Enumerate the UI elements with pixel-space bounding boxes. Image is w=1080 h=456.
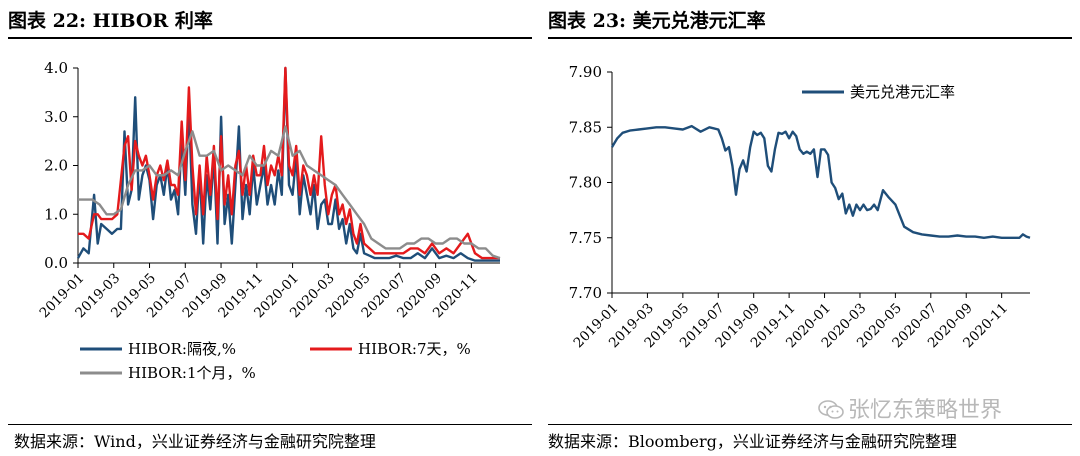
y-tick-label: 7.90 [569, 63, 602, 81]
left-title-rule [8, 37, 532, 39]
y-tick-label: 0.0 [44, 254, 68, 272]
y-tick-label: 2.0 [44, 157, 68, 175]
y-tick-label: 7.70 [569, 284, 602, 302]
y-tick-label: 1.0 [44, 205, 68, 223]
legend-label-2: HIBOR:1个月，% [128, 364, 256, 382]
y-tick-label: 7.75 [569, 229, 602, 247]
right-chart-title: 图表 23: 美元兑港元汇率 [548, 10, 766, 32]
right-source-note: 数据来源：Bloomberg，兴业证券经济与金融研究院整理 [548, 432, 957, 451]
y-tick-label: 7.85 [569, 118, 602, 136]
watermark-text: 张忆东策略世界 [848, 398, 1003, 423]
legend-label-1: HIBOR:7天，% [358, 340, 471, 358]
series-line-0 [610, 124, 1031, 240]
series-line-1 [78, 66, 500, 260]
legend-label-0: 美元兑港元汇率 [850, 83, 955, 101]
watermark: 张忆东策略世界 [818, 392, 1002, 424]
legend-label-0: HIBOR:隔夜,% [128, 340, 236, 358]
right-source-rule [548, 424, 1072, 425]
left-source-rule [8, 424, 532, 425]
left-chart-title: 图表 22: HIBOR 利率 [8, 10, 213, 32]
series-line-2 [78, 125, 501, 260]
wechat-icon [818, 400, 844, 419]
hibor-chart: 0.01.02.03.04.02019-012019-032019-052019… [37, 59, 501, 382]
right-title-rule [548, 37, 1072, 39]
y-tick-label: 3.0 [44, 108, 68, 126]
usd-hkd-chart: 7.707.757.807.857.902019-012019-032019-0… [569, 63, 1031, 351]
y-tick-label: 7.80 [569, 174, 602, 192]
left-source-note: 数据来源：Wind，兴业证券经济与金融研究院整理 [14, 432, 376, 451]
y-tick-label: 4.0 [44, 59, 68, 77]
